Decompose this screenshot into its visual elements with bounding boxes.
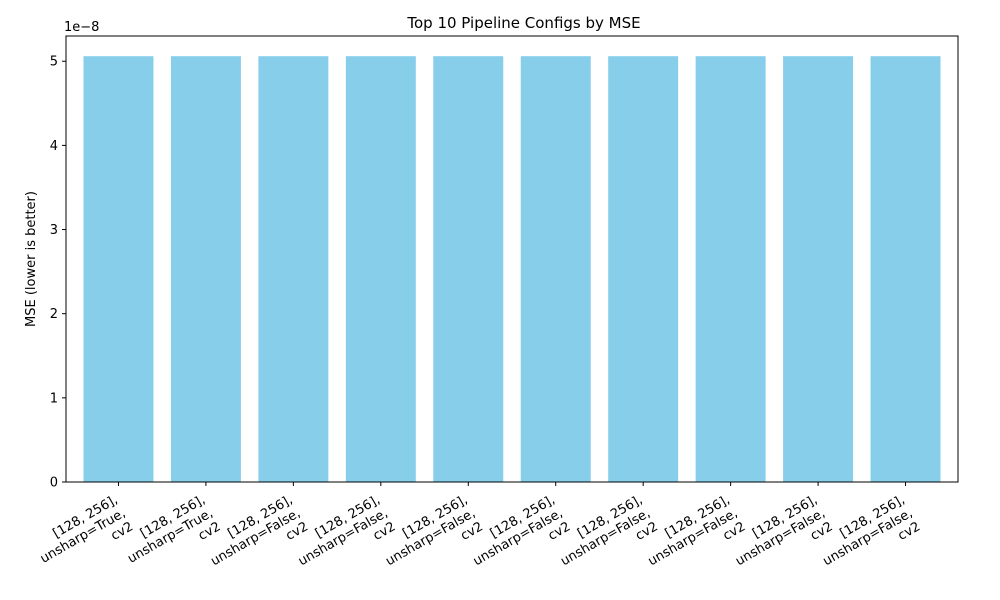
bar-6 xyxy=(520,56,591,482)
bar-3 xyxy=(258,56,329,482)
y-tick-label: 5 xyxy=(50,55,58,70)
y-tick-label: 4 xyxy=(50,139,58,154)
x-tick-label: [128, 256],unsharp=False,cv2 xyxy=(201,492,311,582)
bar-1 xyxy=(83,56,154,482)
plot-frame xyxy=(65,35,959,483)
x-tick-label: [128, 256],unsharp=False,cv2 xyxy=(725,492,835,582)
bar-5 xyxy=(433,56,504,482)
bar-2 xyxy=(170,56,241,482)
x-tick-label: [128, 256],unsharp=True,cv2 xyxy=(30,492,136,580)
x-tick-label: [128, 256],unsharp=True,cv2 xyxy=(118,492,224,580)
y-axis-offset-label: 1e−8 xyxy=(64,20,99,35)
x-tick-label: [128, 256],unsharp=False,cv2 xyxy=(288,492,398,582)
y-axis-label: MSE (lower is better) xyxy=(24,191,39,327)
x-tick-label: [128, 256],unsharp=False,cv2 xyxy=(463,492,573,582)
x-tick-label: [128, 256],unsharp=False,cv2 xyxy=(813,492,923,582)
y-tick-label: 0 xyxy=(50,476,58,491)
x-tick-label: [128, 256],unsharp=False,cv2 xyxy=(638,492,748,582)
y-tick-label: 2 xyxy=(50,307,58,322)
bar-10 xyxy=(870,56,941,482)
bar-9 xyxy=(783,56,854,482)
bar-8 xyxy=(695,56,766,482)
x-tick-label: [128, 256],unsharp=False,cv2 xyxy=(550,492,660,582)
y-axis-ticks: 0 1 2 3 4 5 xyxy=(50,55,66,491)
bars-group xyxy=(83,56,941,482)
x-tick-label: [128, 256],unsharp=False,cv2 xyxy=(376,492,486,582)
bar-4 xyxy=(345,56,416,482)
bar-7 xyxy=(608,56,679,482)
y-tick-label: 1 xyxy=(50,391,58,406)
y-tick-label: 3 xyxy=(50,223,58,238)
chart-title: Top 10 Pipeline Configs by MSE xyxy=(406,14,640,32)
x-axis-ticks: [128, 256],unsharp=True,cv2 [128, 256],un… xyxy=(30,482,923,582)
